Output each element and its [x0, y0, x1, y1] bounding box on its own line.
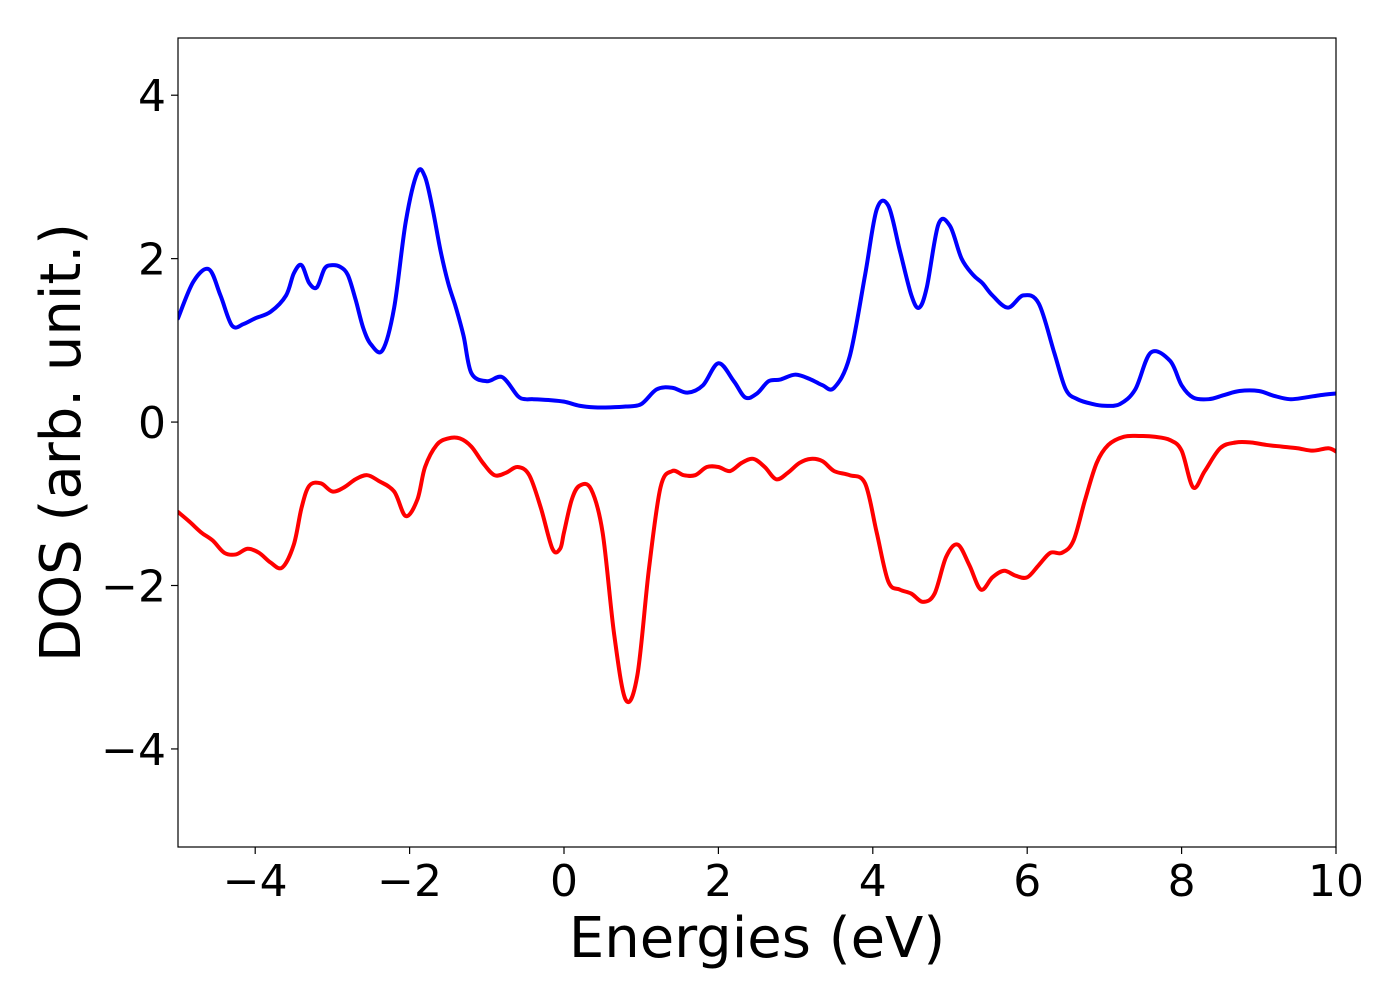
- x-axis-label: Energies (eV): [569, 906, 945, 971]
- x-tick-label: 8: [1168, 856, 1196, 907]
- y-axis-label: DOS (arb. unit.): [29, 223, 94, 662]
- series-line-spin-down: [178, 433, 1336, 705]
- x-tick-label: 2: [704, 856, 732, 907]
- y-tick-label: 2: [138, 235, 166, 286]
- y-tick-label: −4: [101, 725, 166, 776]
- x-tick-label: 6: [1013, 856, 1041, 907]
- x-tick-label: 10: [1308, 856, 1364, 907]
- y-tick-label: 4: [138, 71, 166, 122]
- x-tick-label: −4: [223, 856, 288, 907]
- plot-area: [178, 167, 1336, 705]
- x-tick-label: 4: [859, 856, 887, 907]
- x-tick-label: −2: [377, 856, 442, 907]
- x-tick-label: 0: [550, 856, 578, 907]
- plot-frame: [177, 37, 1337, 848]
- y-tick-label: −2: [101, 562, 166, 613]
- y-tick-label: 0: [138, 398, 166, 449]
- series-line-spin-up: [178, 167, 1336, 410]
